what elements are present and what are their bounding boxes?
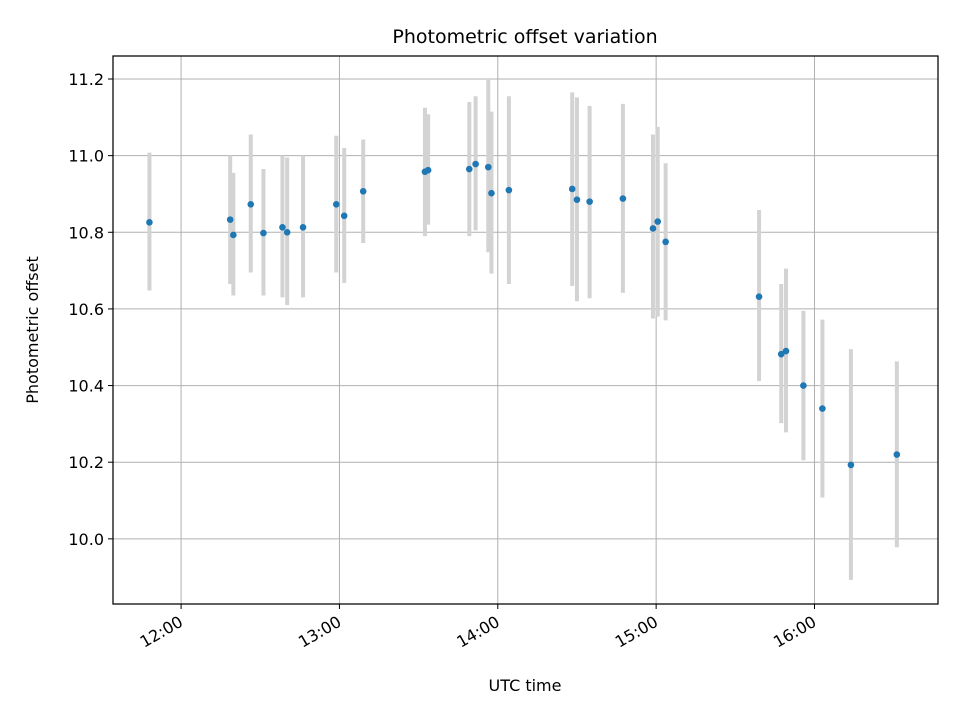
data-point [573,196,581,204]
data-point [586,198,593,205]
data-point [649,225,657,232]
data-point [893,451,901,458]
data-point [359,187,367,195]
data-point [279,223,286,231]
data-point [619,195,627,202]
data-point [465,165,473,173]
data-point [260,229,267,237]
data-point [332,201,340,208]
data-point [424,166,432,174]
y-tick-label: 10.8 [68,223,104,242]
data-point [283,228,291,236]
data-point [488,189,495,197]
plot-area-frame [112,55,939,605]
y-tick-label: 11.2 [68,70,104,89]
data-point [247,201,255,208]
data-point [755,293,763,300]
y-tick-label: 10.0 [68,530,104,549]
data-point [340,212,348,220]
data-point [146,219,153,226]
y-axis-ticks: 10.0 10.2 10.4 10.6 10.8 11.0 11.2 [68,70,113,549]
data-point [299,223,307,231]
data-point [654,218,662,225]
data-point [230,231,237,239]
data-markers [146,160,901,469]
data-point [568,185,576,193]
data-point [484,163,492,171]
data-point [847,461,855,469]
y-tick-label: 10.2 [68,453,104,472]
data-point [662,238,669,246]
y-axis-label: Photometric offset [23,256,42,404]
data-point [819,405,826,412]
data-point [782,347,790,355]
data-point [505,186,513,194]
chart-title: Photometric offset variation [392,26,657,48]
data-point [800,382,807,389]
y-tick-label: 10.6 [68,300,104,319]
data-point [777,350,785,358]
y-tick-label: 10.4 [68,377,104,396]
y-tick-label: 11.0 [68,147,104,166]
x-axis-label: UTC time [489,676,562,695]
data-point [226,216,234,223]
data-point [472,160,479,168]
